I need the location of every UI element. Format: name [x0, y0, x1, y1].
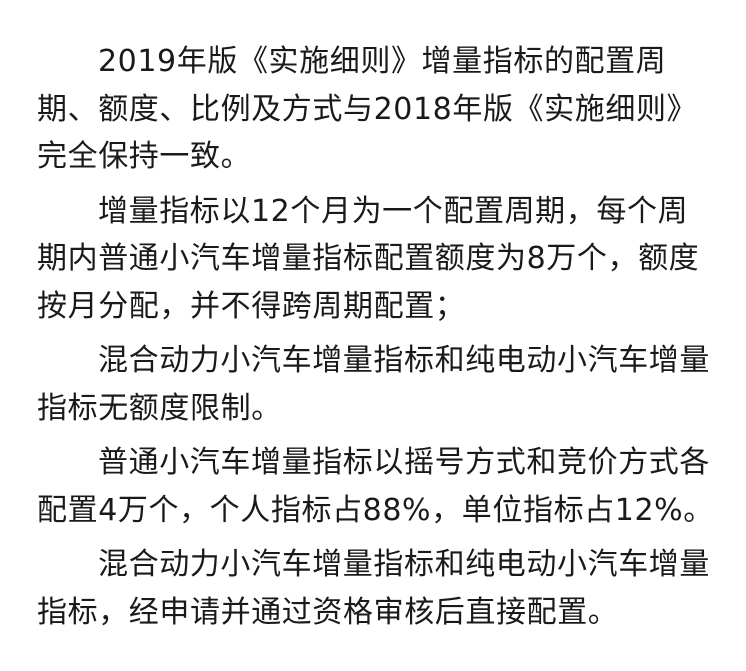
text-line: 指标无额度限制。	[37, 390, 282, 426]
text-line: 期内普通小汽车增量指标配置额度为8万个，额度	[37, 241, 700, 276]
text-line: 混合动力小汽车增量指标和纯电动小汽车增量	[98, 343, 710, 378]
text-line: 期、额度、比例及方式与2018年版《实施细则》	[37, 91, 698, 127]
text-line: 指标，经申请并通过资格审核后直接配置。	[37, 594, 619, 630]
paragraph-allocation-cycle: 增量指标以12个月为一个配置周期，每个周 期内普通小汽车增量指标配置额度为8万个…	[37, 188, 727, 331]
text-line: 按月分配，并不得跨周期配置；	[37, 288, 466, 324]
text-line: 增量指标以12个月为一个配置周期，每个周	[98, 193, 689, 229]
paragraph-lottery-auction: 普通小汽车增量指标以摇号方式和竞价方式各 配置4万个，个人指标占88%，单位指标…	[37, 439, 727, 534]
paragraph-direct-allocation: 混合动力小汽车增量指标和纯电动小汽车增量 指标，经申请并通过资格审核后直接配置。	[37, 541, 727, 636]
paragraph-new-energy-unlimited: 混合动力小汽车增量指标和纯电动小汽车增量 指标无额度限制。	[37, 337, 727, 432]
text-line: 混合动力小汽车增量指标和纯电动小汽车增量	[98, 547, 710, 582]
text-line: 2019年版《实施细则》增量指标的配置周	[98, 44, 667, 79]
paragraph-consistency: 2019年版《实施细则》增量指标的配置周 期、额度、比例及方式与2018年版《实…	[37, 38, 727, 181]
document-body: 2019年版《实施细则》增量指标的配置周 期、额度、比例及方式与2018年版《实…	[37, 38, 727, 643]
text-line: 完全保持一致。	[37, 139, 252, 174]
text-line: 配置4万个，个人指标占88%，单位指标占12%。	[37, 492, 714, 528]
text-line: 普通小汽车增量指标以摇号方式和竞价方式各	[98, 445, 710, 480]
